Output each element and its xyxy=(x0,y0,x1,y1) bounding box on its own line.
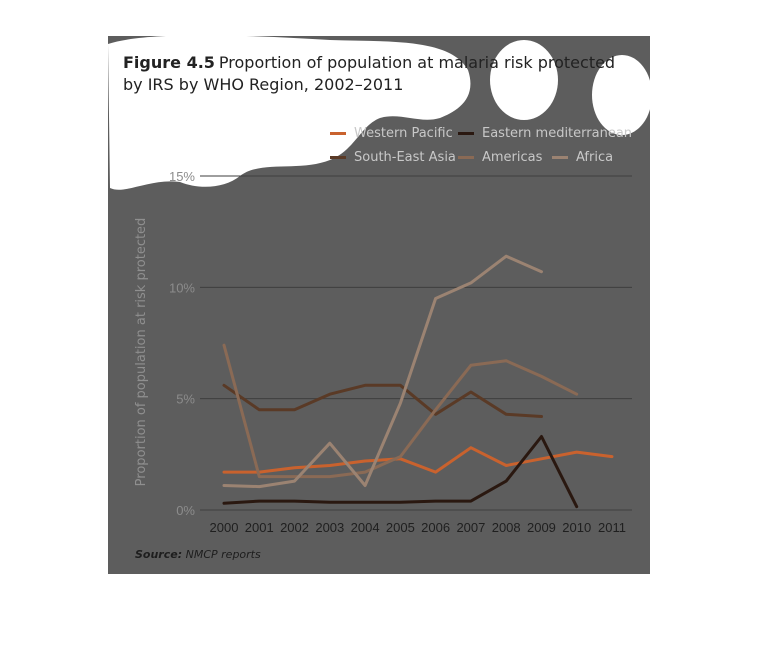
legend-label: Western Pacific xyxy=(354,126,453,141)
figure-number: Figure 4.5 xyxy=(123,53,215,72)
overlay-blob-left xyxy=(108,35,471,190)
x-tick-label: 2007 xyxy=(456,520,485,535)
series-line-africa xyxy=(222,254,543,489)
x-tick-label: 2004 xyxy=(351,520,380,535)
series-line-eastern-mediterranean xyxy=(222,435,579,509)
y-tick-label: 10% xyxy=(169,280,195,295)
y-tick-label: 15% xyxy=(169,169,195,184)
series-line-south-east-asia xyxy=(222,383,543,418)
legend-label: Africa xyxy=(576,150,614,165)
legend-swatch xyxy=(552,156,568,159)
x-tick-label: 2011 xyxy=(598,520,626,535)
legend-label: South-East Asia xyxy=(354,150,456,165)
x-tick-label: 2000 xyxy=(210,520,239,535)
overlay-blob-middle xyxy=(490,40,558,120)
source-label: Source: xyxy=(135,548,183,561)
x-tick-label: 2002 xyxy=(280,520,309,535)
x-tick-label: 2008 xyxy=(492,520,521,535)
series-line-americas xyxy=(222,343,579,479)
legend-swatch xyxy=(458,132,474,135)
legend-item-americas: Americas xyxy=(458,150,542,165)
series-line-western-pacific xyxy=(222,446,614,474)
y-tick-label: 0% xyxy=(176,503,195,518)
legend-label: Americas xyxy=(482,150,543,165)
legend-item-africa: Africa xyxy=(552,150,613,165)
figure-title: Figure 4.5 Proportion of population at ma… xyxy=(123,52,633,96)
overlay-blob-right xyxy=(592,55,652,135)
legend-item-south-east-asia: South-East Asia xyxy=(330,150,456,165)
x-tick-label: 2005 xyxy=(386,520,415,535)
legend-label: Eastern mediterranean xyxy=(482,126,633,141)
source-note: Source: NMCP reports xyxy=(135,548,261,561)
x-tick-label: 2009 xyxy=(527,520,556,535)
legend-swatch xyxy=(330,156,346,159)
x-tick-label: 2010 xyxy=(562,520,591,535)
legend-swatch xyxy=(330,132,346,135)
chart-legend: Western Pacific Eastern mediterranean So… xyxy=(330,126,632,170)
x-tick-label: 2001 xyxy=(245,520,274,535)
legend-swatch xyxy=(458,156,474,159)
legend-item-western-pacific: Western Pacific xyxy=(330,126,453,141)
y-tick-label: 5% xyxy=(176,392,195,407)
source-text: NMCP reports xyxy=(185,548,261,561)
x-tick-label: 2003 xyxy=(315,520,344,535)
figure-title-text: Proportion of population at malaria risk… xyxy=(123,53,616,94)
x-tick-label: 2006 xyxy=(421,520,450,535)
legend-item-eastern-mediterranean: Eastern mediterranean xyxy=(458,126,632,141)
